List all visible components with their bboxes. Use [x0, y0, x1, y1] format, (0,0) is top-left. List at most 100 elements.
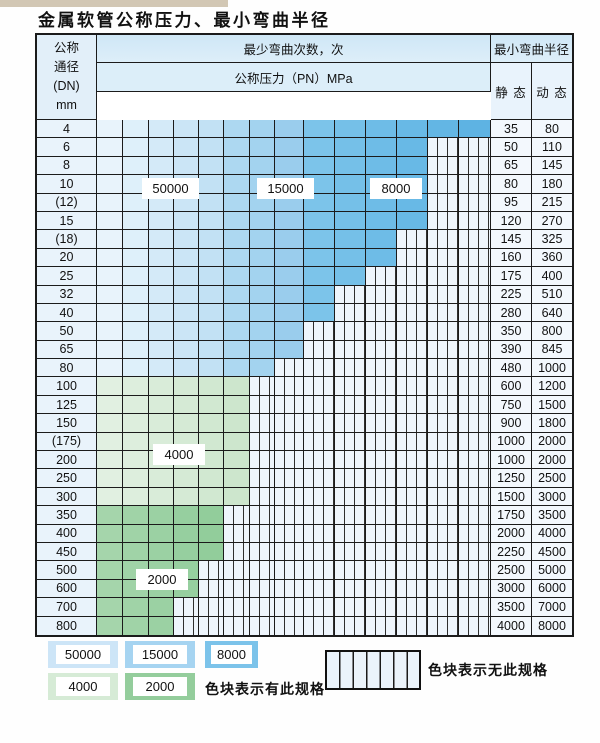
dn-label: 250: [37, 469, 97, 488]
no-spec-cell: [224, 524, 250, 543]
no-spec-cell: [366, 598, 397, 617]
no-spec-cell: [428, 359, 459, 378]
spec-cell: [199, 120, 224, 139]
no-spec-cell: [459, 506, 491, 525]
spec-cell: [275, 340, 304, 360]
no-spec-cell: [275, 377, 304, 396]
dn-label: (18): [37, 230, 97, 249]
static-radius-value: 1250: [491, 469, 532, 488]
spec-cell: [224, 211, 250, 231]
static-radius-value: 50: [491, 138, 532, 157]
no-spec-cell: [428, 616, 459, 635]
no-spec-cell: [304, 451, 335, 470]
table-row: 20 160 360: [37, 248, 572, 268]
spec-cell: [174, 138, 199, 157]
dn-label: 150: [37, 414, 97, 433]
no-spec-cell: [397, 561, 428, 580]
table-row: 800 4000 8000: [37, 616, 572, 635]
spec-cell: [428, 120, 459, 139]
spec-cell: [174, 120, 199, 139]
header-min-bend-cycles: 最少弯曲次数，次: [97, 35, 491, 63]
dynamic-radius-value: 1500: [532, 395, 572, 415]
no-spec-cell: [428, 542, 459, 562]
spec-cell: [97, 267, 123, 286]
static-radius-value: 65: [491, 156, 532, 176]
legend-swatch-label: 8000: [210, 645, 253, 664]
no-spec-cell: [428, 175, 459, 194]
no-spec-cell: [304, 377, 335, 396]
table-row: 450 2250 4500: [37, 542, 572, 562]
dynamic-radius-value: 180: [532, 175, 572, 194]
no-spec-cell: [304, 469, 335, 488]
table-row: 6 50 110: [37, 138, 572, 157]
static-radius-value: 4000: [491, 616, 532, 635]
static-radius-value: 1500: [491, 487, 532, 507]
no-spec-cell: [428, 303, 459, 323]
no-spec-cell: [366, 432, 397, 452]
no-spec-cell: [459, 340, 491, 360]
no-spec-cell: [366, 561, 397, 580]
no-spec-cell: [250, 469, 275, 488]
spec-cell: [304, 120, 335, 139]
no-spec-cell: [459, 395, 491, 415]
no-spec-cell: [366, 524, 397, 543]
no-spec-cell: [459, 524, 491, 543]
no-spec-cell: [199, 579, 224, 599]
no-spec-cell: [397, 377, 428, 396]
spec-cell: [149, 598, 174, 617]
spec-cell: [335, 156, 366, 176]
table-row: 600 3000 6000: [37, 579, 572, 599]
spec-cell: [123, 322, 149, 341]
no-spec-cell: [304, 524, 335, 543]
spec-cell: [199, 377, 224, 396]
spec-cell: [123, 211, 149, 231]
no-spec-cell: [366, 267, 397, 286]
no-spec-cell: [397, 248, 428, 268]
spec-cell: [174, 211, 199, 231]
table-row: 65 390 845: [37, 340, 572, 360]
dynamic-radius-value: 80: [532, 120, 572, 139]
dynamic-radius-value: 3500: [532, 506, 572, 525]
spec-cell: [397, 156, 428, 176]
table-row: 40 280 640: [37, 303, 572, 323]
header-static: 静 态: [491, 63, 532, 120]
dn-label: 10: [37, 175, 97, 194]
spec-cell: [304, 285, 335, 304]
table-row: 150 900 1800: [37, 414, 572, 433]
no-spec-cell: [428, 285, 459, 304]
dn-label: 800: [37, 616, 97, 635]
spec-cell: [149, 616, 174, 635]
spec-cell: [97, 248, 123, 268]
table-row: 4 35 80: [37, 120, 572, 139]
spec-cell: [199, 248, 224, 268]
spec-cell: [97, 285, 123, 304]
header-min-bend-radius: 最小弯曲半径: [491, 35, 572, 63]
dn-label: 40: [37, 303, 97, 323]
no-spec-cell: [428, 395, 459, 415]
no-spec-cell: [366, 616, 397, 635]
table-row: 25 175 400: [37, 267, 572, 286]
table-row: 15 120 270: [37, 211, 572, 231]
spec-cell: [199, 285, 224, 304]
spec-cell: [123, 359, 149, 378]
spec-cell: [149, 340, 174, 360]
spec-cell: [275, 322, 304, 341]
spec-cell: [149, 156, 174, 176]
legend-swatch-label: 15000: [132, 645, 188, 664]
spec-cell: [97, 451, 123, 470]
no-spec-cell: [428, 432, 459, 452]
spec-cell: [149, 230, 174, 249]
no-spec-cell: [250, 616, 275, 635]
dynamic-radius-value: 215: [532, 193, 572, 212]
no-spec-cell: [428, 156, 459, 176]
static-radius-value: 80: [491, 175, 532, 194]
dynamic-radius-value: 4500: [532, 542, 572, 562]
no-spec-cell: [428, 579, 459, 599]
no-spec-cell: [335, 377, 366, 396]
spec-cell: [149, 469, 174, 488]
no-spec-cell: [335, 432, 366, 452]
spec-cell: [97, 469, 123, 488]
no-spec-cell: [366, 506, 397, 525]
spec-cell: [335, 230, 366, 249]
spec-cell: [123, 469, 149, 488]
